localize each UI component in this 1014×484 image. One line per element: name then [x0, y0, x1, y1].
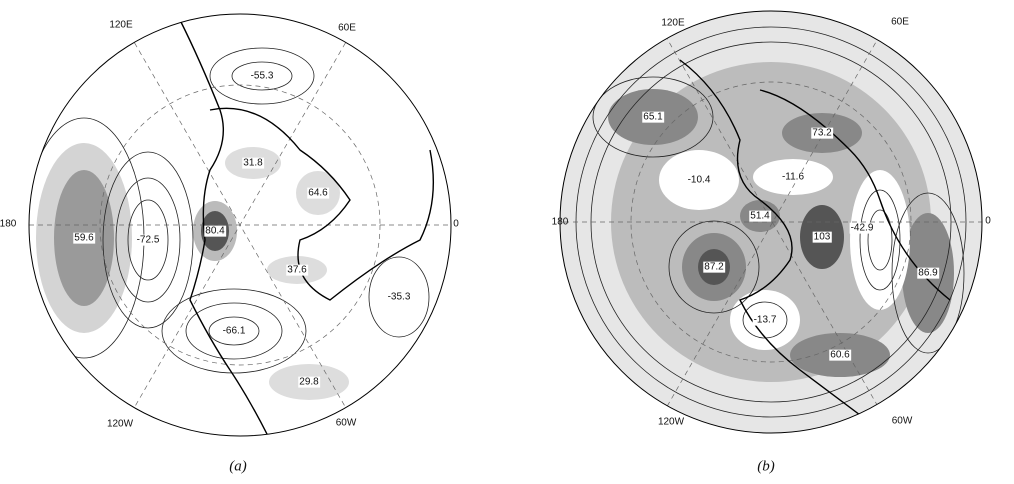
coastline	[679, 59, 951, 431]
contour-label: 60.6	[829, 349, 852, 361]
contour-value: -55.3	[251, 71, 274, 82]
longitude-label: 180	[552, 217, 569, 228]
longitude-label: 60W	[336, 418, 357, 429]
longitude-label: 120E	[661, 18, 685, 29]
contour-value: 59.6	[74, 233, 94, 244]
label-box	[849, 222, 875, 234]
label-box	[812, 231, 832, 243]
contour-value: -42.9	[851, 223, 874, 234]
longitude-label: 120W	[107, 419, 134, 430]
label-box	[642, 111, 665, 123]
contour-value: 103	[814, 232, 831, 243]
contour-value: -35.3	[388, 292, 411, 303]
contour-value: -10.4	[688, 175, 711, 186]
contour-value: 86.9	[918, 268, 938, 279]
contour-label: 51.4	[749, 210, 772, 222]
label-box	[829, 349, 852, 361]
contour-value: 51.4	[750, 211, 770, 222]
contour-value: 37.6	[287, 265, 307, 276]
contour-label: 86.9	[917, 267, 940, 279]
label-box	[703, 261, 726, 273]
contour-label: 65.1	[642, 111, 665, 123]
contour-value: -72.5	[137, 235, 160, 246]
map-b	[560, 11, 982, 433]
label-box	[917, 267, 940, 279]
contour-label: -11.6	[780, 171, 806, 183]
label-box	[249, 70, 275, 82]
contour-label: 73.2	[811, 127, 834, 139]
longitude-label: 60E	[338, 23, 356, 34]
contour-label: -72.5	[135, 234, 161, 246]
contour-value: 73.2	[812, 128, 832, 139]
longitude-label: 120W	[658, 417, 685, 428]
label-box	[242, 157, 265, 169]
contour-value: 31.8	[243, 158, 263, 169]
contour-value: -11.6	[782, 172, 804, 183]
map-border	[28, 13, 452, 437]
contour-value: 65.1	[643, 112, 663, 123]
label-box	[298, 376, 321, 388]
labels: (a) 120E 60E 180 0 120W 60W -55.3 31.8 64.6 80.4 -7…	[0, 17, 991, 475]
contour-label: -42.9	[849, 222, 875, 234]
shade	[850, 170, 910, 310]
contour-value: 60.6	[830, 350, 850, 361]
label-box	[286, 264, 309, 276]
label-box	[811, 127, 834, 139]
contour-label: 87.2	[703, 261, 726, 273]
contour-label: -10.4	[686, 174, 712, 186]
longitude-label: 60W	[892, 416, 913, 427]
contour-label: -66.1	[221, 325, 247, 337]
contour-label: 31.8	[242, 157, 265, 169]
contour-label: 64.6	[307, 187, 330, 199]
contour-label: 29.8	[298, 376, 321, 388]
contour-value: -13.7	[754, 315, 777, 326]
longitude-label: 60E	[891, 17, 909, 28]
panel-caption: (b)	[757, 458, 775, 474]
contour-value: 80.4	[205, 226, 225, 237]
contour-label: 103	[812, 231, 832, 243]
contour-label: -13.7	[752, 314, 778, 326]
longitude-label: 0	[985, 216, 991, 227]
label-box	[73, 232, 96, 244]
label-box	[204, 225, 227, 237]
longitude-label: 180	[0, 219, 17, 230]
label-box	[686, 174, 712, 186]
contour-label: -35.3	[386, 291, 412, 303]
contour-value: 87.2	[704, 262, 724, 273]
contours	[29, 47, 430, 374]
contour-value: 64.6	[308, 188, 328, 199]
label-box	[307, 187, 330, 199]
label-box	[749, 210, 772, 222]
longitude-label: 0	[453, 219, 459, 230]
label-box	[135, 234, 161, 246]
contour-label: 80.4	[204, 225, 227, 237]
contour-label: -55.3	[249, 70, 275, 82]
map-a	[29, 14, 451, 436]
contour-label: 37.6	[286, 264, 309, 276]
contour-label: 59.6	[73, 232, 96, 244]
label-box	[386, 291, 412, 303]
coastline	[179, 19, 434, 436]
label-box	[752, 314, 778, 326]
contour-value: 29.8	[299, 377, 319, 388]
label-box	[221, 325, 247, 337]
label-box	[780, 171, 806, 183]
panel-caption: (a)	[229, 458, 247, 474]
contour-value: -66.1	[223, 326, 246, 337]
longitude-label: 120E	[109, 20, 133, 31]
map-border	[559, 10, 983, 434]
